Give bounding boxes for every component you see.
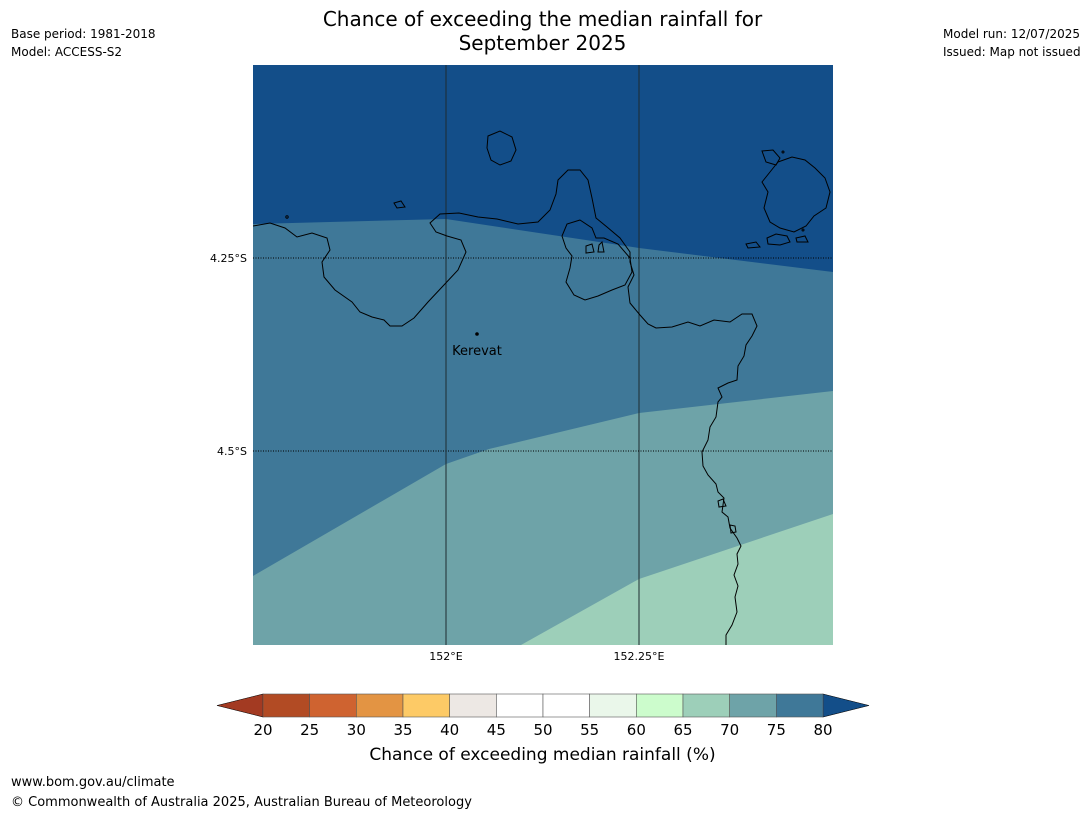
model-run-text: Model run: 12/07/2025 [943,27,1081,41]
colorbar-segment [776,693,824,718]
colorbar-tick-label: 45 [487,721,506,739]
footer-copyright: © Commonwealth of Australia 2025, Austra… [11,795,472,810]
footer-url: www.bom.gov.au/climate [11,775,175,790]
lon-label-152e: 152°E [429,650,462,663]
colorbar-under-arrow [216,693,264,718]
colorbar-tick-label: 25 [300,721,319,739]
colorbar-segment [682,693,730,718]
colorbar-segment [309,693,357,718]
colorbar-segment [636,693,684,718]
colorbar-tick-label: 20 [253,721,272,739]
colorbar-segment [262,693,310,718]
coastline [253,130,831,645]
colorbar-segment [589,693,637,718]
colorbar-segment [729,693,777,718]
colorbar-tick-label: 60 [627,721,646,739]
colorbar-over-arrow [822,693,870,718]
colorbar-tick-label: 75 [767,721,786,739]
issued-text: Issued: Map not issued [943,45,1081,59]
colorbar-segment [449,693,497,718]
meta-right: Model run: 12/07/2025 Issued: Map not is… [943,25,1081,61]
colorbar-segment [356,693,404,718]
model-text: Model: ACCESS-S2 [11,45,123,59]
map-title-line2: September 2025 [458,31,627,55]
kerevat-marker [475,332,479,336]
lat-label-4-25s: 4.25°S [210,252,247,265]
colorbar-segment [542,693,590,718]
colorbar-title: Chance of exceeding median rainfall (%) [369,745,716,765]
colorbar: 20 25 30 35 40 45 50 55 60 65 70 75 80 [216,693,870,739]
colorbar-tick-label: 80 [813,721,832,739]
map-panel [253,65,833,645]
colorbar-tick-label: 65 [673,721,692,739]
zone-65-70 [521,514,833,645]
map-title-line1: Chance of exceeding the median rainfall … [322,7,763,31]
place-label-kerevat: Kerevat [452,344,502,359]
colorbar-tick-label: 35 [393,721,412,739]
lat-label-4-5s: 4.5°S [217,445,247,458]
colorbar-tick-label: 50 [533,721,552,739]
colorbar-tick-label: 55 [580,721,599,739]
colorbar-segment [402,693,450,718]
lon-label-152-25e: 152.25°E [614,650,665,663]
base-period-text: Base period: 1981-2018 [11,27,156,41]
colorbar-tick-label: 30 [347,721,366,739]
colorbar-tick-label: 40 [440,721,459,739]
meta-left: Base period: 1981-2018 Model: ACCESS-S2 [11,25,156,61]
colorbar-tick-label: 70 [720,721,739,739]
colorbar-segment [496,693,544,718]
